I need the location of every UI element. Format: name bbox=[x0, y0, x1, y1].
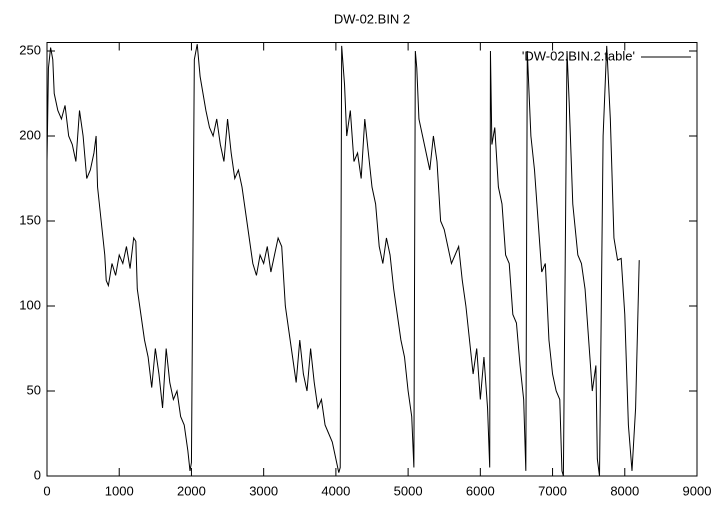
x-tick-label: 0 bbox=[43, 483, 50, 498]
x-tick-label: 2000 bbox=[177, 483, 206, 498]
y-tick-label: 150 bbox=[19, 212, 41, 227]
x-tick-label: 7000 bbox=[538, 483, 567, 498]
x-tick-label: 9000 bbox=[683, 483, 712, 498]
chart-title: DW-02.BIN 2 bbox=[334, 11, 410, 26]
x-tick-label: 1000 bbox=[105, 483, 134, 498]
legend-label: 'DW-02.BIN.2.table' bbox=[522, 48, 635, 63]
x-tick-label: 3000 bbox=[249, 483, 278, 498]
x-tick-label: 6000 bbox=[466, 483, 495, 498]
x-tick-label: 4000 bbox=[321, 483, 350, 498]
x-tick-label: 5000 bbox=[394, 483, 423, 498]
x-tick-label: 8000 bbox=[610, 483, 639, 498]
y-tick-label: 50 bbox=[27, 382, 41, 397]
y-tick-label: 100 bbox=[19, 297, 41, 312]
data-line bbox=[46, 44, 640, 477]
y-tick-label: 200 bbox=[19, 127, 41, 142]
y-tick-label: 250 bbox=[19, 42, 41, 57]
y-tick-label: 0 bbox=[34, 467, 41, 482]
plot-frame bbox=[46, 42, 698, 477]
